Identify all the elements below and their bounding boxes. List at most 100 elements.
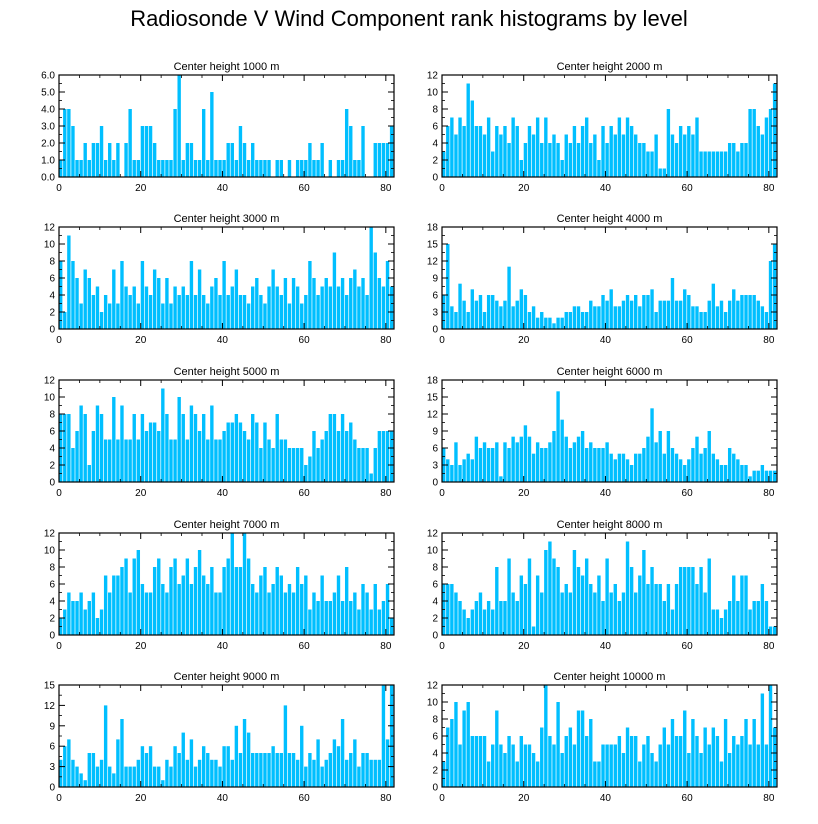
histogram-bar (772, 727, 777, 787)
histogram-bar (91, 295, 96, 329)
histogram-bar (703, 592, 707, 635)
histogram-bar (658, 431, 662, 482)
histogram-bar (629, 567, 634, 635)
histogram-bar (308, 456, 312, 482)
histogram-bar (519, 160, 524, 177)
histogram-bar (458, 601, 462, 635)
histogram-bar (466, 618, 470, 635)
histogram-bar (197, 550, 202, 635)
histogram-bar (650, 753, 654, 787)
histogram-bar (279, 575, 283, 635)
histogram-bar (482, 442, 487, 482)
histogram-bar (495, 567, 499, 635)
histogram-bar (152, 766, 157, 787)
histogram-bar (336, 160, 341, 177)
histogram-bar (629, 736, 634, 787)
histogram-bar (246, 558, 251, 635)
histogram-bar (169, 303, 173, 329)
histogram-bar (349, 126, 353, 177)
x-tick-label: 60 (299, 183, 311, 194)
histogram-bar (491, 744, 495, 787)
histogram-bar (442, 761, 446, 787)
histogram-bar (71, 261, 75, 329)
histogram-bar (691, 567, 695, 635)
histogram-bar (654, 134, 658, 177)
histogram-bar (95, 618, 100, 635)
histogram-bar (173, 439, 177, 482)
histogram-bar (744, 719, 748, 787)
histogram-bar (177, 75, 181, 177)
histogram-bar (349, 601, 353, 635)
y-tick-label: 12 (44, 529, 56, 540)
histogram-bar (650, 408, 654, 482)
panel-title: Center height 9000 m (174, 671, 280, 683)
histogram-bar (466, 702, 470, 787)
histogram-bar (381, 601, 386, 635)
histogram-bar (140, 126, 145, 177)
y-tick-label: 10 (427, 698, 439, 709)
histogram-bar (736, 601, 740, 635)
histogram-bar (593, 306, 597, 329)
histogram-bar (572, 442, 577, 482)
histogram-bar (527, 126, 532, 177)
histogram-bar (234, 269, 239, 329)
histogram-bar (674, 584, 679, 635)
histogram-bar (527, 312, 532, 329)
histogram-bar (312, 431, 316, 482)
x-tick-label: 0 (439, 335, 445, 346)
histogram-bar (670, 719, 675, 787)
y-tick-label: 12 (427, 681, 439, 692)
x-tick-label: 0 (439, 183, 445, 194)
histogram-bar (478, 448, 483, 482)
histogram-bar (226, 295, 230, 329)
histogram-bar (283, 592, 288, 635)
y-tick-label: 4 (432, 749, 438, 760)
y-tick-label: 3.0 (41, 122, 55, 133)
histogram-bar (662, 168, 666, 177)
histogram-bar (222, 261, 226, 329)
histogram-bar (601, 448, 605, 482)
panel-title: Center height 7000 m (174, 519, 280, 531)
histogram-bar (482, 312, 487, 329)
histogram-bar (666, 584, 671, 635)
histogram-bar (136, 439, 141, 482)
histogram-bar (128, 295, 132, 329)
histogram-bar (238, 422, 243, 482)
histogram-bar (638, 453, 642, 482)
x-tick-label: 0 (439, 793, 445, 804)
histogram-bar (353, 739, 357, 787)
panel-title: Center height 4000 m (557, 213, 663, 225)
histogram-bar (450, 117, 454, 177)
histogram-bar (519, 736, 524, 787)
histogram-bar (255, 160, 259, 177)
histogram-bar (361, 126, 365, 177)
x-tick-label: 40 (217, 793, 229, 804)
histogram-bar (336, 286, 341, 329)
histogram-bar (336, 575, 341, 635)
histogram-bar (308, 261, 312, 329)
histogram-bar (206, 439, 210, 482)
histogram-bar (161, 584, 165, 635)
histogram-bar (723, 465, 728, 482)
histogram-bar (634, 592, 638, 635)
histogram-bar (177, 584, 181, 635)
histogram-bar (328, 753, 333, 787)
histogram-bar (613, 459, 617, 482)
y-tick-label: 6 (49, 742, 55, 753)
histogram-bar (748, 609, 752, 635)
histogram-bar (552, 558, 556, 635)
histogram-bar (99, 414, 104, 482)
histogram-bar (732, 575, 736, 635)
histogram-bar (642, 448, 646, 482)
histogram-bar (540, 312, 544, 329)
histogram-bar (214, 160, 218, 177)
x-tick-label: 60 (682, 183, 694, 194)
histogram-bar (201, 109, 206, 177)
histogram-bar (621, 300, 626, 329)
histogram-bar (719, 151, 724, 177)
histogram-bar (470, 289, 474, 329)
histogram-bar (193, 295, 198, 329)
histogram-bar (230, 286, 234, 329)
histogram-bar (242, 719, 247, 787)
histogram-bar (470, 736, 474, 787)
